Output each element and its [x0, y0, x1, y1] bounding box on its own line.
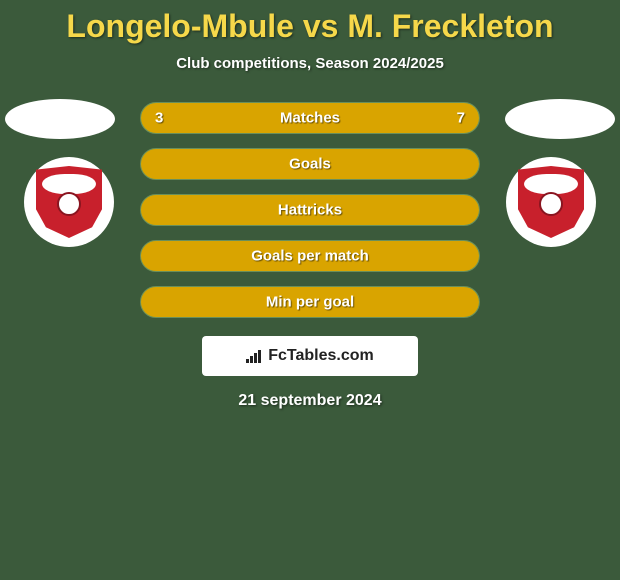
subtitle: Club competitions, Season 2024/2025	[0, 55, 620, 72]
player2-club-badge	[506, 157, 596, 247]
stat-row: Min per goal	[140, 286, 480, 318]
comparison-area: 37Matches Goals Hattricks Goals per match Mi…	[0, 102, 620, 410]
attribution-text: FcTables.com	[268, 347, 374, 365]
stat-label: Matches	[141, 110, 479, 127]
player2-name: M. Freckleton	[347, 8, 553, 44]
player1-club-badge	[24, 157, 114, 247]
date-text: 21 september 2024	[0, 392, 620, 410]
player2-avatar-placeholder	[505, 99, 615, 139]
player1-name: Longelo-Mbule	[66, 8, 294, 44]
stat-label: Hattricks	[141, 202, 479, 219]
stat-label: Goals	[141, 156, 479, 173]
stat-row: Hattricks	[140, 194, 480, 226]
stat-row: 37Matches	[140, 102, 480, 134]
attribution-box[interactable]: FcTables.com	[202, 336, 418, 376]
stat-label: Goals per match	[141, 248, 479, 265]
vs-text: vs	[294, 8, 347, 44]
stat-row: Goals	[140, 148, 480, 180]
bars-icon	[246, 349, 264, 363]
page-title: Longelo-Mbule vs M. Freckleton	[0, 0, 620, 45]
player1-avatar-placeholder	[5, 99, 115, 139]
stat-label: Min per goal	[141, 294, 479, 311]
stat-row: Goals per match	[140, 240, 480, 272]
